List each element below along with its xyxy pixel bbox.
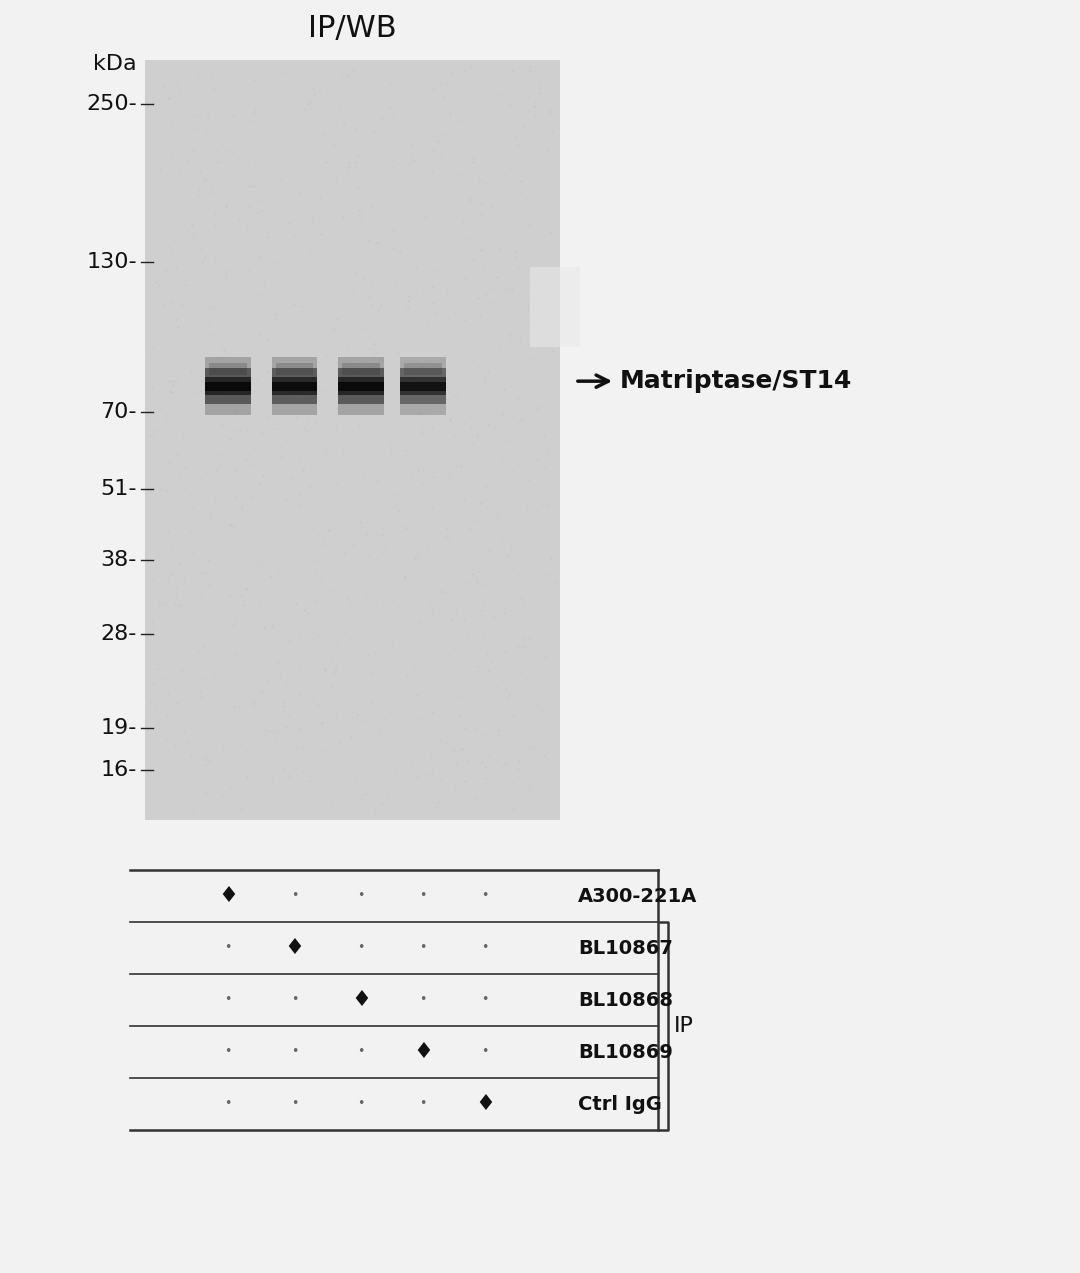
- Text: •: •: [291, 890, 298, 903]
- Text: ♦: ♦: [351, 990, 370, 1009]
- Text: •: •: [357, 1045, 364, 1059]
- Text: •: •: [225, 942, 232, 955]
- Text: BL10867: BL10867: [578, 938, 673, 957]
- Text: •: •: [419, 890, 427, 903]
- Text: Ctrl IgG: Ctrl IgG: [578, 1095, 662, 1114]
- Bar: [338, 358, 383, 415]
- Text: •: •: [291, 1097, 298, 1110]
- Bar: [401, 358, 446, 415]
- Bar: [338, 382, 383, 391]
- Bar: [275, 363, 313, 376]
- Text: •: •: [291, 993, 298, 1007]
- Text: •: •: [357, 1097, 364, 1110]
- Text: •: •: [482, 993, 489, 1007]
- Bar: [205, 368, 251, 404]
- Bar: [401, 377, 446, 395]
- Bar: [205, 358, 251, 415]
- Text: 28-: 28-: [100, 624, 137, 644]
- Text: •: •: [419, 1097, 427, 1110]
- Text: •: •: [357, 942, 364, 955]
- Bar: [338, 377, 383, 395]
- Text: BL10868: BL10868: [578, 990, 673, 1009]
- Text: •: •: [482, 1045, 489, 1059]
- Text: •: •: [225, 993, 232, 1007]
- Bar: [271, 382, 318, 391]
- Bar: [271, 358, 318, 415]
- Bar: [271, 368, 318, 404]
- Text: •: •: [225, 1045, 232, 1059]
- Bar: [338, 368, 383, 404]
- Bar: [401, 382, 446, 391]
- Bar: [404, 363, 442, 376]
- Bar: [342, 363, 380, 376]
- Text: ♦: ♦: [413, 1043, 433, 1062]
- Text: •: •: [291, 1045, 298, 1059]
- Text: BL10869: BL10869: [578, 1043, 673, 1062]
- Text: •: •: [419, 993, 427, 1007]
- Text: •: •: [357, 890, 364, 903]
- Text: ♦: ♦: [218, 886, 238, 906]
- Text: •: •: [225, 1097, 232, 1110]
- Text: •: •: [419, 942, 427, 955]
- Text: 51-: 51-: [100, 479, 137, 499]
- Bar: [145, 60, 561, 820]
- Text: ♦: ♦: [284, 938, 305, 959]
- Bar: [210, 363, 247, 376]
- Text: 16-: 16-: [100, 760, 137, 780]
- Text: IP/WB: IP/WB: [308, 14, 396, 42]
- Text: Matriptase/ST14: Matriptase/ST14: [620, 369, 852, 393]
- Text: 130-: 130-: [86, 252, 137, 272]
- Text: ♦: ♦: [475, 1094, 496, 1114]
- Text: •: •: [482, 942, 489, 955]
- Text: 70-: 70-: [100, 402, 137, 423]
- Text: 38-: 38-: [100, 550, 137, 570]
- Text: A300-221A: A300-221A: [578, 886, 698, 905]
- Bar: [271, 377, 318, 395]
- Bar: [530, 266, 580, 346]
- Text: •: •: [482, 890, 489, 903]
- Text: kDa: kDa: [93, 55, 137, 74]
- Bar: [205, 382, 251, 391]
- Bar: [401, 368, 446, 404]
- Text: IP: IP: [674, 1016, 693, 1036]
- Text: 250-: 250-: [86, 94, 137, 115]
- Text: 19-: 19-: [100, 718, 137, 738]
- Bar: [205, 377, 251, 395]
